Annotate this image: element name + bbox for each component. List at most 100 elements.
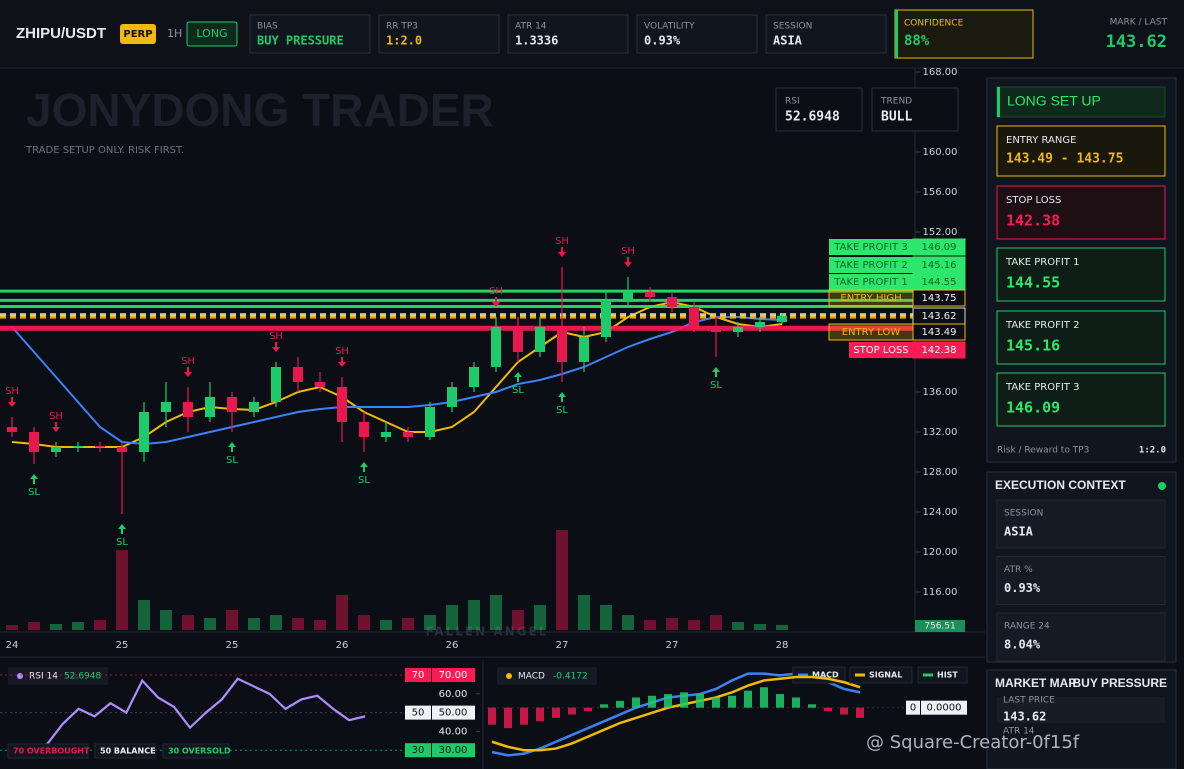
rsi-tick-box: [432, 743, 475, 758]
macd-zero-badge: [906, 700, 920, 715]
candle-body: [337, 387, 347, 422]
candle-body: [733, 327, 743, 332]
signal-high: SH: [181, 356, 195, 367]
signal-arrow: [624, 257, 632, 267]
candle-body: [623, 292, 633, 302]
signal-arrow: [514, 372, 522, 382]
signal-high: SH: [489, 286, 503, 297]
stat-value: 1.3336: [515, 34, 558, 48]
volume-bar: [336, 595, 348, 630]
volume-bar: [138, 600, 150, 630]
setup-card: [996, 185, 1166, 240]
macd-hist-bar: [664, 694, 672, 708]
signal-low: SL: [116, 537, 128, 548]
context-card: [996, 612, 1166, 662]
rsi-tick-label: 40.00: [439, 726, 468, 737]
macd-hist-bar: [792, 697, 800, 708]
x-tick-label: 28: [776, 640, 789, 651]
macd-legend: MACD: [812, 671, 839, 680]
macd-hist-bar: [696, 694, 704, 708]
level-name: TAKE PROFIT 2: [833, 260, 907, 271]
volume-bar: [358, 615, 370, 630]
level-price: 146.09: [922, 242, 957, 253]
level-price: 143.62: [922, 311, 957, 322]
setup-title-accent: [997, 87, 1000, 117]
volume-bar: [754, 624, 766, 630]
volume-bar: [666, 618, 678, 630]
setup-title-box: [996, 86, 1166, 118]
signal-low: SL: [710, 380, 722, 391]
rsi-title-box: [8, 667, 108, 685]
context-title: EXECUTION CONTEXT: [995, 478, 1126, 492]
volume-bar: [600, 605, 612, 630]
chart-overlay: 756.51 146.09 TAKE PROFIT 3 145.16 TAKE PROF…: [775, 87, 966, 632]
macd-legend: HIST: [937, 671, 958, 680]
signal-arrow: [8, 397, 16, 407]
candle-body: [227, 397, 237, 412]
volume-bar: [270, 615, 282, 630]
rsi-level-badge: [405, 668, 431, 683]
stat-value: 0.93%: [644, 34, 681, 48]
timeframe: 1H: [167, 27, 182, 40]
x-tick-label: 26: [336, 640, 349, 651]
level-price: 145.16: [922, 260, 957, 271]
volume-bar: [776, 624, 788, 630]
rsi-legend-box: [94, 743, 156, 759]
rsi-level: 30: [412, 745, 425, 756]
signal-arrow: [712, 367, 720, 377]
indicator-box: [871, 87, 959, 132]
level-name-box: [849, 342, 913, 358]
level-price: 142.38: [922, 345, 957, 356]
level-name-box: [828, 289, 914, 307]
indicator-box: [775, 87, 863, 132]
rsi-level-badge: [405, 705, 431, 720]
side-badge: [186, 21, 238, 47]
side: LONG: [196, 27, 227, 40]
rsi-tick-label: 70.00: [439, 670, 468, 681]
rsi-legend: 50 BALANCE: [100, 747, 156, 756]
confidence-value: 88%: [904, 33, 930, 49]
setup-card-value: 142.38: [1006, 212, 1060, 230]
status-dot: [1158, 482, 1166, 490]
macd-hist-bar: [488, 707, 496, 725]
volume-bar: [732, 622, 744, 630]
indicator-value: BULL: [881, 110, 912, 125]
signal-low: SL: [226, 455, 238, 466]
candle-body: [117, 447, 127, 452]
volume-bar: [380, 620, 392, 630]
y-tick-label: 156.00: [923, 187, 958, 198]
macd-hist-bar: [824, 707, 832, 712]
stats: BIAS BUY PRESSURE RR TP3 1:2.0 ATR 14 1.3336 V…: [249, 14, 887, 54]
signal-arrow: [272, 342, 280, 352]
signal-arrow: [184, 367, 192, 377]
indicator-panels: 70 70.00 60.00 50 50.00 40.00 30 30.00 70 OVERBO…: [0, 666, 968, 759]
signal-high: SH: [5, 386, 19, 397]
indicator-value: 52.6948: [785, 110, 840, 125]
market-badge: [120, 24, 156, 44]
signal-arrow: [30, 474, 38, 484]
volume-bar: [446, 605, 458, 630]
volume-bar: [534, 605, 546, 630]
candle-body: [425, 407, 435, 437]
indicator-label: RSI: [785, 97, 800, 107]
signal-high: SH: [555, 236, 569, 247]
mark-label: MARK / LAST: [1110, 18, 1168, 28]
candle-body: [689, 307, 699, 327]
candle-body: [557, 327, 567, 362]
stat-label: BIAS: [257, 22, 278, 32]
volume-bar: [248, 618, 260, 630]
y-tick-label: 128.00: [923, 467, 958, 478]
context-card: [996, 499, 1166, 549]
stat-box: [378, 14, 500, 54]
setup-card-label: TAKE PROFIT 2: [1005, 320, 1079, 331]
rsi-tick-label: 60.00: [439, 689, 468, 700]
candle-body: [205, 397, 215, 417]
rsi-value: 52.6948: [64, 672, 101, 682]
last-price-label: LAST PRICE: [1003, 696, 1055, 706]
setup-card-label: ENTRY RANGE: [1006, 135, 1076, 146]
symbol: ZHIPU/USDT: [16, 25, 106, 42]
setup-card-label: STOP LOSS: [1006, 195, 1061, 206]
candle-body: [403, 432, 413, 437]
macd-legend-box: [849, 666, 913, 684]
volume-bar: [490, 595, 502, 630]
